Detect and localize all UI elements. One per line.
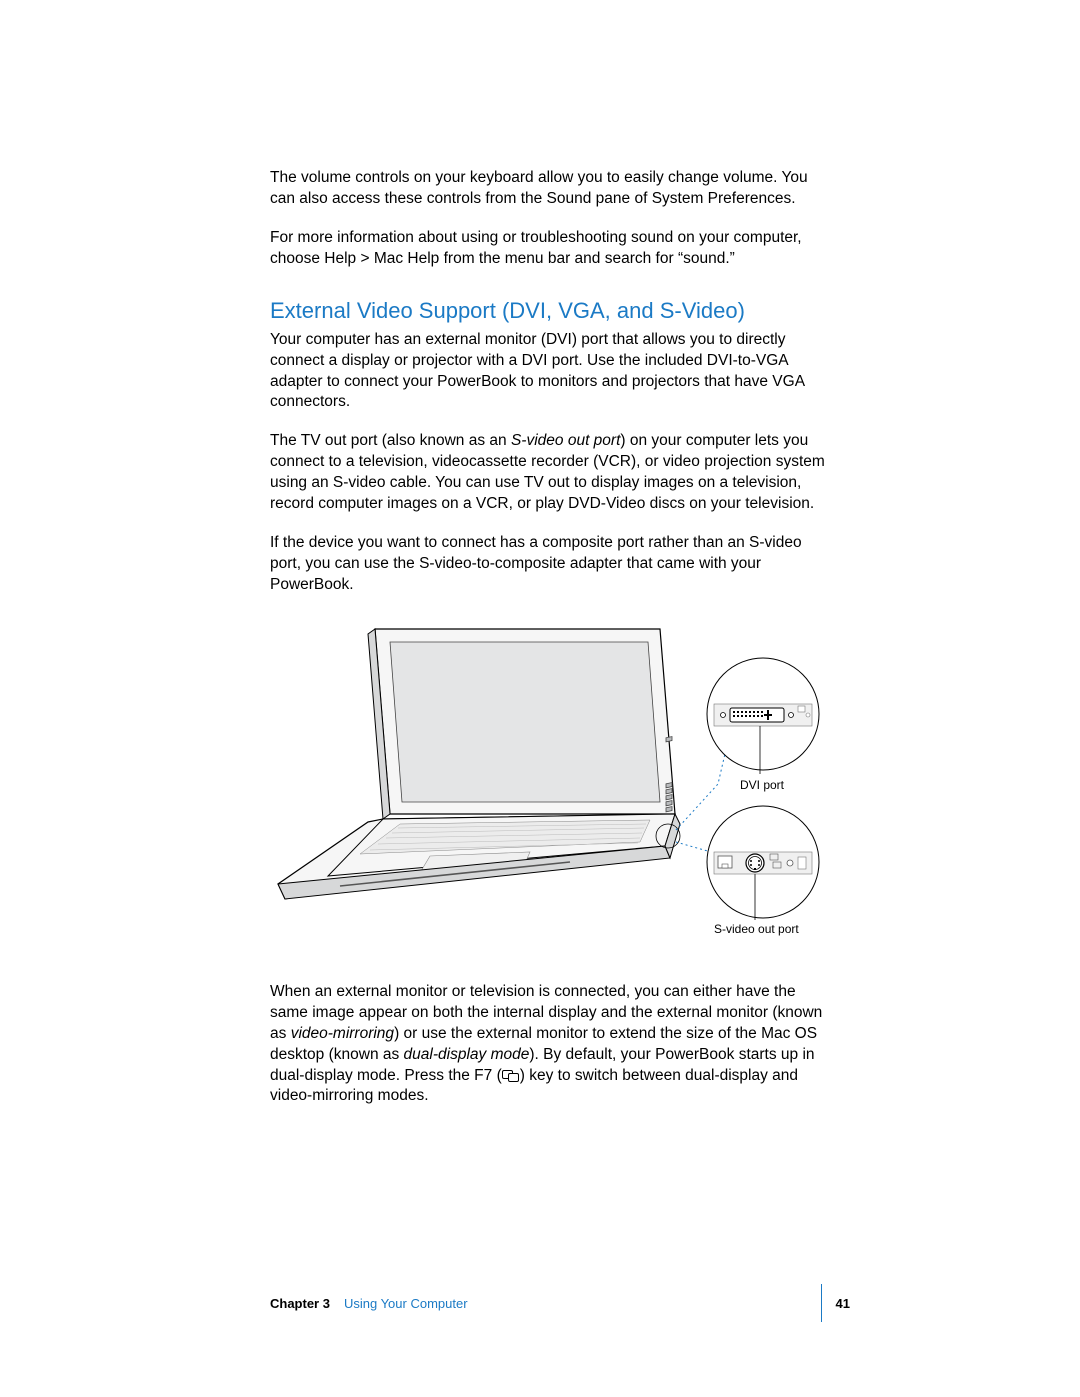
intro-paragraph-1: The volume controls on your keyboard all… <box>270 168 836 210</box>
svideo-port-label: S-video out port <box>714 922 799 936</box>
display-toggle-icon <box>502 1067 520 1084</box>
svideo-port-detail <box>707 806 819 920</box>
italic-term: video-mirroring <box>291 1025 394 1042</box>
italic-term: dual-display mode <box>404 1046 530 1063</box>
intro-paragraph-2: For more information about using or trou… <box>270 228 836 270</box>
footer-chapter-label: Chapter 3 <box>270 1296 330 1311</box>
powerbook-ports-figure: DVI port S-video out port <box>270 614 836 964</box>
section-paragraph-2: The TV out port (also known as an S-vide… <box>270 431 836 515</box>
closing-paragraph: When an external monitor or television i… <box>270 982 836 1108</box>
section-paragraph-1: Your computer has an external monitor (D… <box>270 330 836 414</box>
laptop-lid <box>368 629 675 819</box>
dvi-port-detail <box>707 658 819 774</box>
footer-page-number: 41 <box>836 1296 850 1311</box>
footer-divider <box>821 1284 822 1322</box>
italic-term: S-video out port <box>511 432 620 449</box>
section-heading: External Video Support (DVI, VGA, and S-… <box>270 298 836 324</box>
text-run: The TV out port (also known as an <box>270 432 511 449</box>
footer-chapter-title: Using Your Computer <box>344 1296 468 1311</box>
section-paragraph-3: If the device you want to connect has a … <box>270 533 836 596</box>
page-content: The volume controls on your keyboard all… <box>270 168 836 1125</box>
page-footer: Chapter 3 Using Your Computer 41 <box>270 1284 850 1322</box>
dvi-port-label: DVI port <box>740 778 784 792</box>
